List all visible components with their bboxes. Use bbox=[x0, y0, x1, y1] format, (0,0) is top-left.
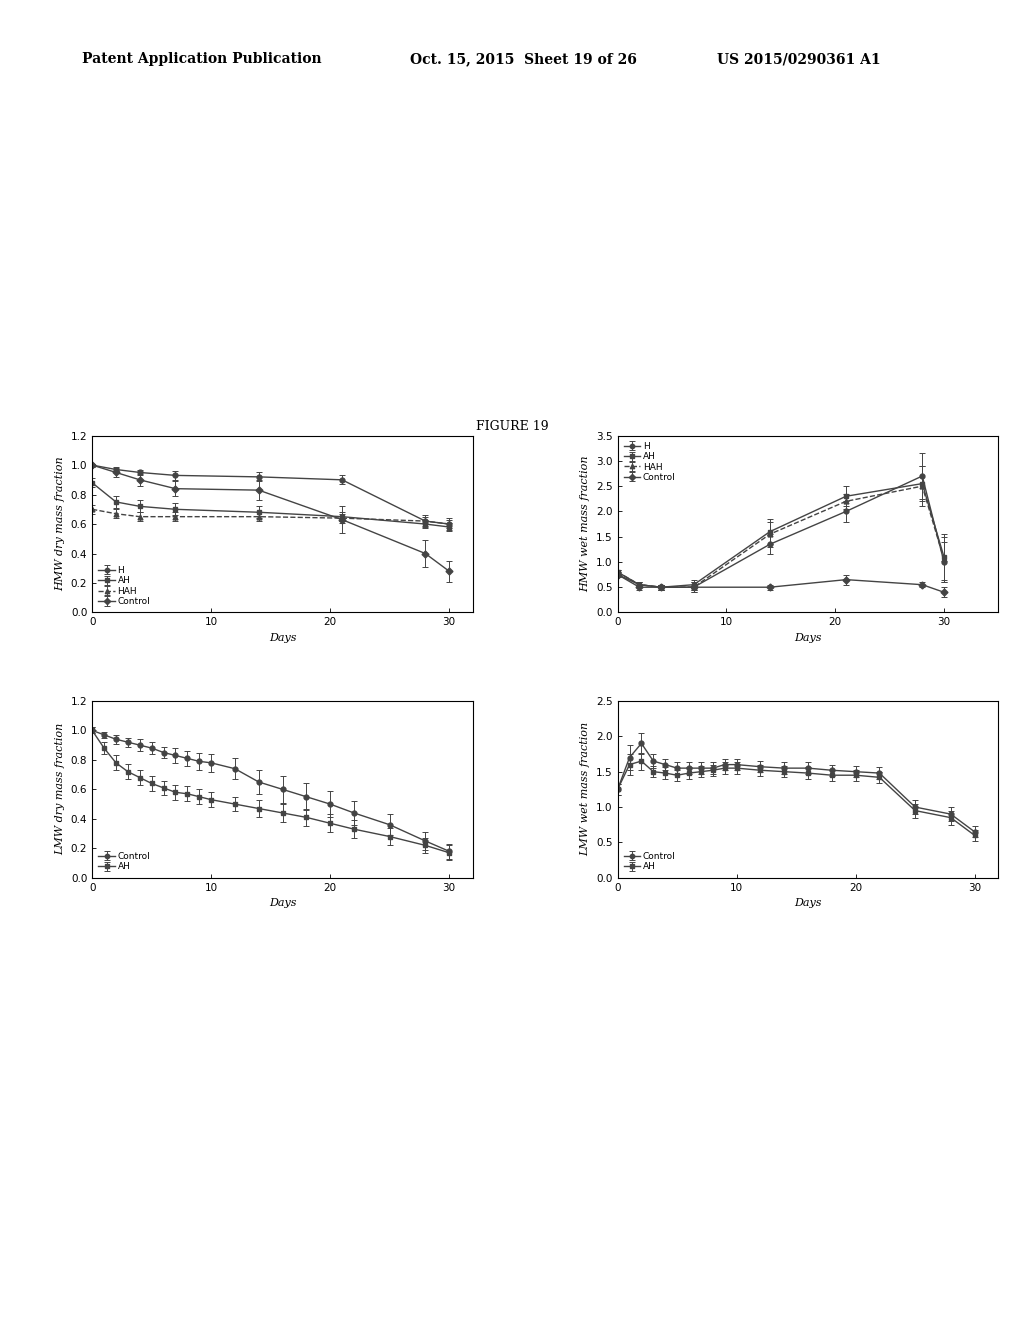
Text: Oct. 15, 2015  Sheet 19 of 26: Oct. 15, 2015 Sheet 19 of 26 bbox=[410, 53, 637, 66]
Text: Patent Application Publication: Patent Application Publication bbox=[82, 53, 322, 66]
Text: US 2015/0290361 A1: US 2015/0290361 A1 bbox=[717, 53, 881, 66]
Legend: Control, AH: Control, AH bbox=[96, 850, 152, 874]
Y-axis label: HMW dry mass fraction: HMW dry mass fraction bbox=[55, 457, 66, 591]
X-axis label: Days: Days bbox=[795, 898, 822, 908]
Legend: Control, AH: Control, AH bbox=[623, 850, 678, 874]
Y-axis label: LMW wet mass fraction: LMW wet mass fraction bbox=[581, 722, 591, 857]
X-axis label: Days: Days bbox=[268, 632, 296, 643]
Legend: H, AH, HAH, Control: H, AH, HAH, Control bbox=[623, 440, 678, 484]
Y-axis label: LMW dry mass fraction: LMW dry mass fraction bbox=[55, 723, 66, 855]
Text: FIGURE 19: FIGURE 19 bbox=[476, 420, 548, 433]
Y-axis label: HMW wet mass fraction: HMW wet mass fraction bbox=[581, 455, 591, 593]
X-axis label: Days: Days bbox=[268, 898, 296, 908]
X-axis label: Days: Days bbox=[795, 632, 822, 643]
Legend: H, AH, HAH, Control: H, AH, HAH, Control bbox=[96, 564, 152, 609]
